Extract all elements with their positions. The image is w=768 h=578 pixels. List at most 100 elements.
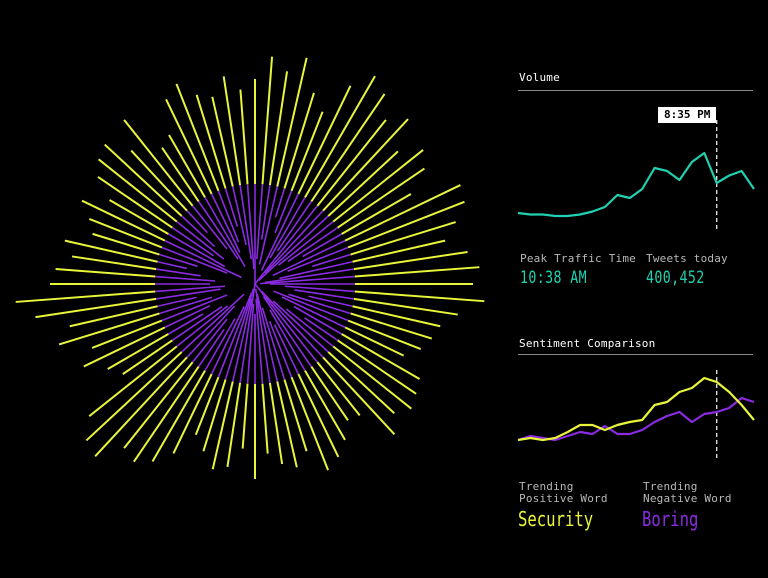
negative-ray	[246, 184, 255, 270]
positive-ray	[268, 71, 289, 186]
negative-ray	[159, 296, 213, 315]
positive-word-label-line2: Positive Word	[519, 492, 608, 505]
positive-ray	[350, 221, 456, 256]
negative-ray	[269, 309, 306, 372]
positive-ray	[222, 76, 242, 186]
negative-ray	[260, 184, 271, 240]
positive-ray	[122, 339, 173, 375]
negative-ray	[164, 304, 211, 329]
positive-ray	[151, 370, 206, 463]
negative-word-label-line1: Trending	[643, 480, 698, 493]
negative-ray	[176, 305, 229, 347]
negative-ray	[273, 324, 300, 375]
negative-ray	[155, 288, 221, 300]
positive-ray	[69, 305, 158, 328]
positive-ray	[211, 381, 234, 470]
positive-ray	[337, 167, 425, 229]
positive-ray	[175, 83, 220, 192]
negative-ray	[294, 289, 355, 300]
negative-ray	[192, 318, 228, 363]
positive-ray	[261, 56, 274, 185]
negative-ray	[312, 253, 351, 268]
radial-burst-chart	[15, 56, 485, 479]
negative-ray	[269, 196, 306, 259]
positive-ray	[290, 376, 329, 471]
negative-ray	[254, 288, 271, 384]
negative-ray	[287, 227, 339, 263]
positive-ray	[316, 361, 361, 416]
negative-ray	[273, 290, 349, 322]
positive-ray	[347, 319, 422, 350]
negative-sentiment-rays	[155, 184, 355, 384]
positive-ray	[123, 361, 194, 449]
positive-ray	[161, 147, 200, 202]
sentiment-divider	[518, 354, 753, 355]
positive-ray	[297, 373, 340, 458]
negative-ray	[254, 283, 318, 363]
positive-ray	[241, 383, 249, 449]
peak-traffic-value: 10:38 AM	[520, 268, 587, 288]
positive-ray	[172, 373, 213, 454]
positive-ray	[322, 356, 396, 435]
volume-line-chart[interactable]	[517, 120, 755, 240]
positive-ray	[88, 218, 163, 249]
positive-ray	[353, 250, 468, 271]
negative-ray	[164, 239, 242, 279]
positive-ray	[35, 297, 157, 319]
negative-ray	[261, 290, 324, 358]
negative-ray	[293, 305, 343, 335]
positive-ray	[276, 381, 298, 468]
positive-ray	[352, 239, 446, 263]
negative-ray	[254, 205, 318, 285]
negative-ray	[186, 305, 236, 358]
positive-ray	[327, 150, 399, 217]
positive-ray	[202, 379, 227, 452]
negative-ray	[231, 186, 247, 246]
negative-ray	[246, 303, 255, 384]
positive-ray	[55, 268, 156, 278]
negative-ray	[272, 300, 329, 353]
positive-ray	[332, 345, 412, 410]
negative-sentiment-line	[517, 396, 755, 442]
positive-ray	[261, 383, 269, 454]
negative-ray	[186, 210, 208, 234]
positive-ray	[239, 89, 249, 185]
negative-ray	[285, 308, 334, 347]
volume-series-line	[517, 151, 755, 218]
negative-ray	[259, 275, 355, 285]
positive-ray	[168, 134, 206, 198]
negative-ray	[264, 268, 355, 284]
tweets-today-value: 400,452	[646, 268, 705, 288]
negative-ray	[167, 313, 204, 335]
positive-ray	[226, 382, 242, 468]
positive-ray	[83, 326, 166, 368]
positive-ray	[133, 366, 200, 463]
negative-ray	[279, 260, 353, 280]
positive-ray	[276, 57, 308, 187]
positive-ray	[297, 85, 352, 195]
positive-ray	[109, 199, 169, 235]
negative-ray	[239, 184, 253, 260]
negative-ray	[224, 188, 239, 227]
positive-ray	[327, 351, 395, 414]
positive-ray	[64, 239, 158, 263]
negative-ray	[171, 227, 215, 257]
volume-divider	[518, 90, 753, 91]
negative-ray	[276, 200, 312, 252]
negative-ray	[198, 328, 225, 368]
sentiment-line-chart[interactable]	[517, 360, 755, 460]
negative-ray	[217, 190, 240, 243]
volume-title: Volume	[519, 71, 560, 84]
negative-ray	[161, 246, 228, 274]
positive-sentiment-rays	[15, 56, 485, 479]
tweets-today-label: Tweets today	[646, 252, 728, 265]
negative-ray	[155, 268, 201, 277]
volume-time-tooltip: 8:35 PM	[658, 107, 717, 123]
negative-ray	[281, 296, 346, 329]
positive-ray	[194, 376, 220, 436]
negative-ray	[176, 221, 225, 260]
negative-ray	[157, 260, 187, 270]
positive-ray	[94, 356, 188, 457]
positive-ray	[283, 379, 308, 452]
negative-ray	[210, 193, 241, 253]
